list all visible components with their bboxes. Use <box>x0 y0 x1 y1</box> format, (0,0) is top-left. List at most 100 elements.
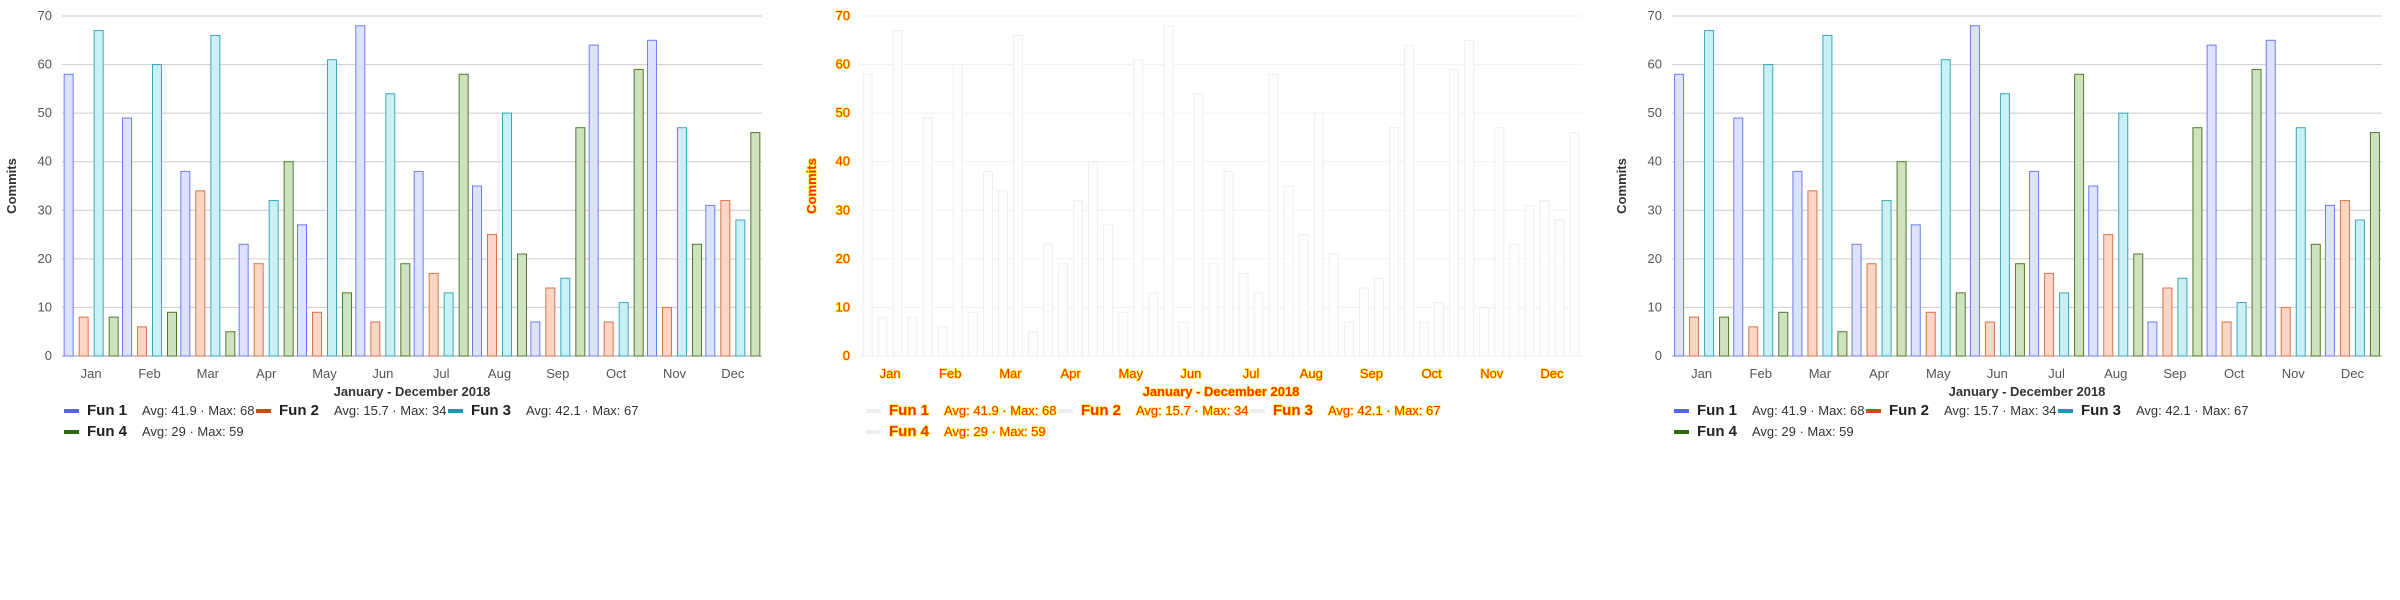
x-tick-label: Sep <box>546 366 569 381</box>
legend-stats: Avg: 29 · Max: 59 <box>1752 424 1854 439</box>
x-axis-title: January - December 2018 <box>1949 384 2106 399</box>
commits-chart-right: 0 10 20 30 40 50 60 70 Commits Jan Feb Mar Apr May Jun… <box>1614 8 2382 440</box>
bar-fun-2 <box>253 263 264 357</box>
bar-fun-1 <box>588 44 599 357</box>
y-tick-label: 50 <box>38 105 52 120</box>
y-tick-label: 60 <box>1648 57 1662 72</box>
bar-fun-1 <box>1223 170 1234 357</box>
bar-fun-4 <box>517 253 527 357</box>
bar-fun-2 <box>1807 190 1818 357</box>
x-axis-title: January - December 2018 <box>334 384 491 399</box>
bar-fun-2 <box>1238 272 1249 357</box>
y-tick-label: 30 <box>1648 202 1662 217</box>
y-tick-label: 10 <box>836 299 850 314</box>
bar-fun-1 <box>2029 170 2040 357</box>
x-tick-label: Aug <box>488 366 511 381</box>
legend-swatch <box>448 409 463 413</box>
bar-fun-2 <box>1298 234 1309 357</box>
bar-fun-3 <box>210 34 221 357</box>
bar-fun-4 <box>342 292 352 357</box>
bar-fun-4 <box>1208 263 1219 357</box>
bar-fun-4 <box>1837 331 1848 357</box>
x-tick-label: Jul <box>1243 366 1260 381</box>
x-tick-label: Apr <box>1869 366 1890 381</box>
bar-fun-4 <box>225 331 236 357</box>
commits-chart-left: 0 10 20 30 40 50 60 70 Commits Jan Feb Mar Apr May Jun… <box>4 8 762 440</box>
bar-fun-2 <box>877 316 888 357</box>
bar-fun-3 <box>1763 64 1774 357</box>
legend-swatch <box>2058 409 2073 413</box>
bar-fun-4 <box>108 316 119 357</box>
legend-swatch <box>1674 430 1689 434</box>
x-tick-label: Jun <box>1987 366 2008 381</box>
bar-fun-2 <box>428 272 439 357</box>
bar-fun-3 <box>2295 127 2306 357</box>
bar-fun-2 <box>195 190 206 357</box>
x-tick-label: Jan <box>880 366 901 381</box>
bar-fun-2 <box>312 311 322 357</box>
x-tick-label: May <box>1118 366 1143 381</box>
legend-name: Fun 1 <box>889 402 929 419</box>
bar-fun-4 <box>400 263 411 357</box>
bar-fun-3 <box>952 64 963 357</box>
bar-fun-1 <box>2147 321 2158 357</box>
y-tick-label: 30 <box>38 202 52 217</box>
x-tick-label: Oct <box>1421 366 1442 381</box>
x-tick-label: Nov <box>663 366 687 381</box>
bar-fun-4 <box>1388 127 1399 357</box>
bar-fun-2 <box>1866 263 1877 357</box>
bar-fun-2 <box>1984 321 1995 357</box>
bar-fun-1 <box>1524 204 1535 357</box>
legend-swatch <box>1866 409 1881 413</box>
y-tick-label: 10 <box>1648 299 1662 314</box>
x-tick-label: Jul <box>433 366 450 381</box>
legend-name: Fun 2 <box>279 402 319 419</box>
bar-fun-1 <box>647 39 657 357</box>
bar-fun-3 <box>1373 277 1384 357</box>
bar-fun-4 <box>1148 292 1159 357</box>
bar-fun-1 <box>530 321 541 357</box>
y-tick-label: 70 <box>38 8 52 23</box>
bar-fun-4 <box>1449 68 1460 357</box>
bar-fun-4 <box>2369 132 2380 357</box>
legend-swatch <box>64 430 79 434</box>
bar-fun-2 <box>2162 287 2173 357</box>
bar-fun-3 <box>1704 30 1715 357</box>
bar-fun-2 <box>2044 272 2055 357</box>
bar-fun-3 <box>385 93 396 357</box>
y-tick-label: 20 <box>1648 251 1662 266</box>
bar-fun-1 <box>1969 25 1980 357</box>
bar-fun-4 <box>1027 331 1038 357</box>
x-tick-label: Nov <box>2282 366 2306 381</box>
x-tick-label: May <box>1926 366 1951 381</box>
legend-stats: Avg: 15.7 · Max: 34 <box>1136 403 1249 418</box>
chart-panel-right: 0 10 20 30 40 50 60 70 Commits Jan Feb Mar Apr May Jun… <box>1610 0 2400 600</box>
bar-fun-1 <box>862 73 873 357</box>
bar-fun-2 <box>2280 306 2291 357</box>
y-tick-label: 0 <box>45 348 52 363</box>
bar-fun-4 <box>1509 243 1520 357</box>
y-tick-label: 30 <box>836 202 850 217</box>
bar-fun-2 <box>603 321 614 357</box>
bar-fun-3 <box>618 302 629 357</box>
y-tick-label: 40 <box>38 154 52 169</box>
bar-fun-3 <box>1073 200 1084 357</box>
x-tick-label: Mar <box>1809 366 1832 381</box>
x-tick-label: Sep <box>1360 366 1383 381</box>
x-tick-label: Jan <box>1691 366 1712 381</box>
x-tick-label: Sep <box>2163 366 2186 381</box>
x-tick-label: Jun <box>1180 366 1201 381</box>
bar-fun-1 <box>922 117 933 357</box>
bar-fun-4 <box>1719 316 1730 357</box>
bar-fun-3 <box>1313 112 1324 357</box>
legend-swatch <box>866 409 881 413</box>
legend-stats: Avg: 41.9 · Max: 68 <box>944 403 1057 418</box>
bar-fun-4 <box>1896 161 1907 357</box>
bar-fun-3 <box>93 30 104 357</box>
legend-name: Fun 4 <box>1697 423 1738 440</box>
legend-name: Fun 3 <box>1273 402 1313 419</box>
bar-fun-3 <box>443 292 454 357</box>
x-tick-label: Nov <box>1480 366 1504 381</box>
bar-fun-1 <box>1103 224 1114 357</box>
commits-chart-middle: 0 10 20 30 40 50 60 70 Commits Jan Feb Mar Apr May Jun… <box>803 7 1582 441</box>
